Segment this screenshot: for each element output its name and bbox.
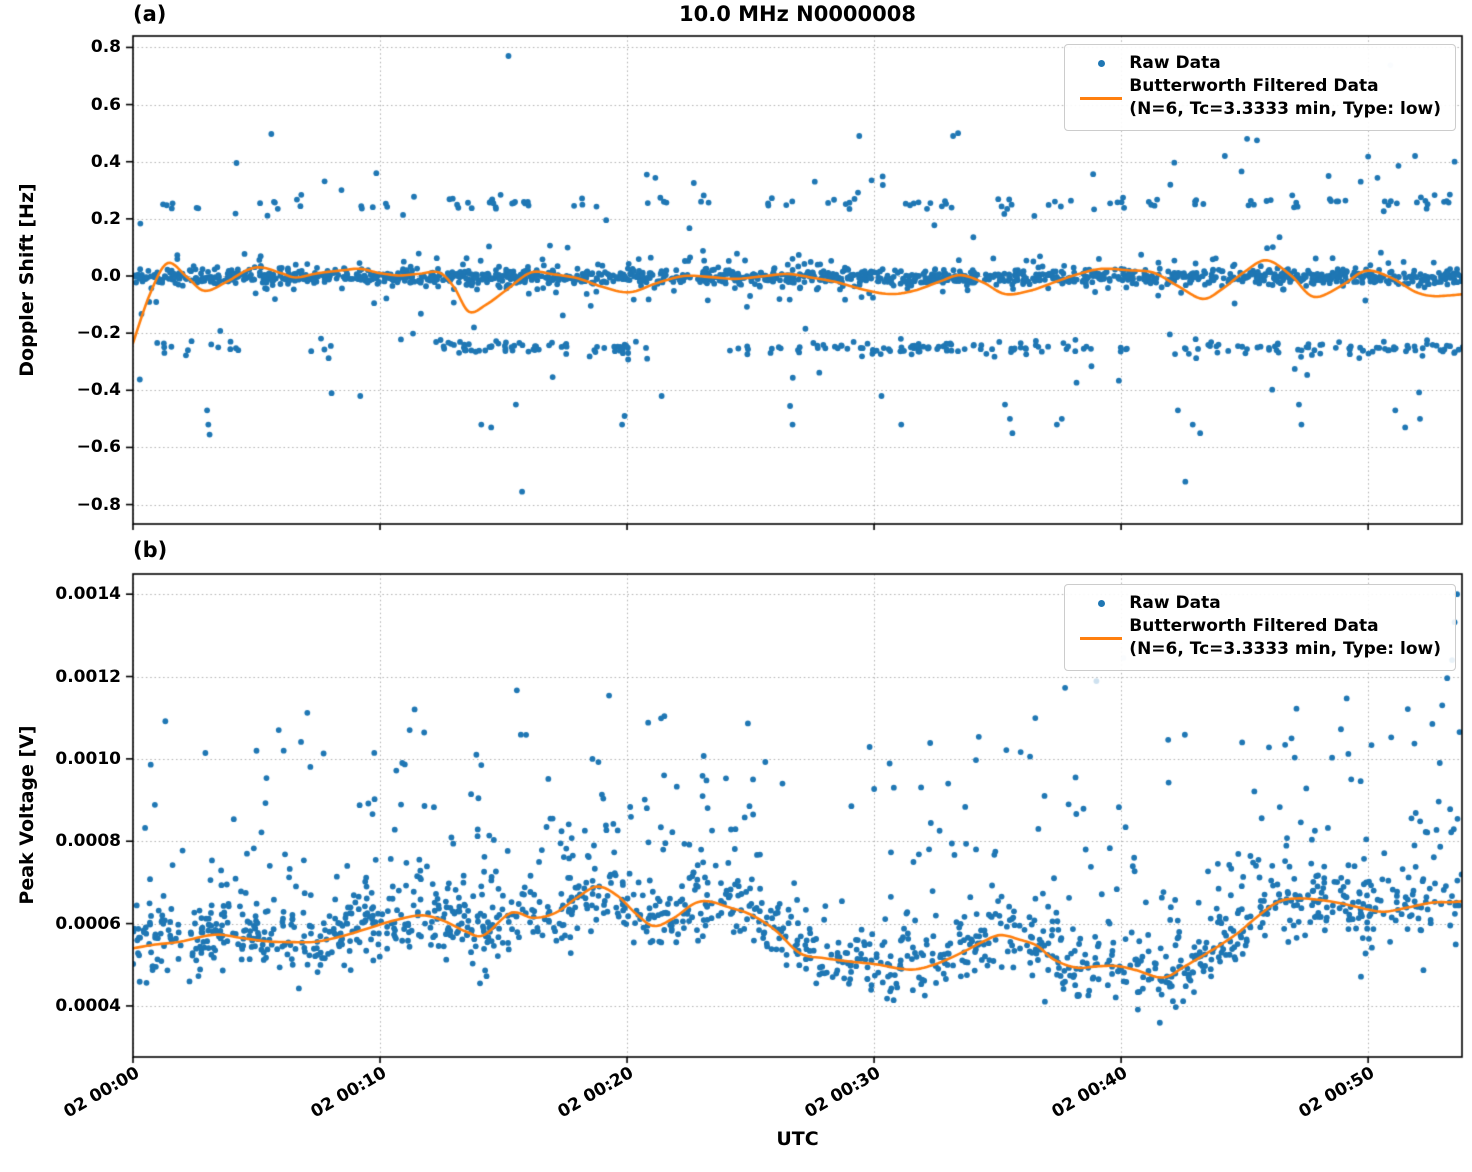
legend-entry-raw-data: Raw Data bbox=[1073, 592, 1441, 615]
panel-a-y-tick-label: −0.4 bbox=[76, 380, 121, 401]
panel-b-y-tick-label: 0.0014 bbox=[55, 584, 121, 605]
filtered-line-marker-icon bbox=[1073, 96, 1129, 100]
panel-b-y-tick-label: 0.0006 bbox=[55, 913, 121, 934]
legend-raw-label: Raw Data bbox=[1129, 593, 1221, 613]
legend-filtered-line2: (N=6, Tc=3.3333 min, Type: low) bbox=[1129, 99, 1441, 119]
panel-a-y-tick-label: −0.8 bbox=[76, 494, 121, 515]
x-axis-label: UTC bbox=[776, 1128, 819, 1150]
legend-entry-filtered-data: Butterworth Filtered Data (N=6, Tc=3.333… bbox=[1073, 615, 1441, 661]
panel-b-label: (b) bbox=[133, 538, 168, 562]
legend-filtered-line2: (N=6, Tc=3.3333 min, Type: low) bbox=[1129, 639, 1441, 659]
legend-filtered-label: Butterworth Filtered Data (N=6, Tc=3.333… bbox=[1129, 75, 1441, 121]
filtered-line-marker-icon bbox=[1073, 636, 1129, 640]
panel-a-y-tick-label: −0.6 bbox=[76, 437, 121, 458]
raw-data-marker-icon bbox=[1073, 60, 1129, 67]
legend-entry-raw-data: Raw Data bbox=[1073, 52, 1441, 75]
panel-b-y-tick-label: 0.0012 bbox=[55, 666, 121, 687]
panel-b-legend: Raw Data Butterworth Filtered Data (N=6,… bbox=[1064, 584, 1456, 671]
legend-entry-filtered-data: Butterworth Filtered Data (N=6, Tc=3.333… bbox=[1073, 75, 1441, 121]
legend-filtered-label: Butterworth Filtered Data (N=6, Tc=3.333… bbox=[1129, 615, 1441, 661]
legend-filtered-line1: Butterworth Filtered Data bbox=[1129, 616, 1379, 636]
panel-b-y-tick-label: 0.0008 bbox=[55, 831, 121, 852]
panel-a-y-tick-label: 0.4 bbox=[90, 151, 121, 172]
panel-b-y-tick-label: 0.0004 bbox=[55, 995, 121, 1016]
panel-b-y-tick-label: 0.0010 bbox=[55, 748, 121, 769]
panel-a-y-tick-label: 0.2 bbox=[90, 208, 121, 229]
panel-a-y-tick-label: −0.2 bbox=[76, 323, 121, 344]
legend-raw-label: Raw Data bbox=[1129, 53, 1221, 73]
panel-a-y-tick-label: 0.6 bbox=[90, 94, 121, 115]
panel-a-legend: Raw Data Butterworth Filtered Data (N=6,… bbox=[1064, 44, 1456, 131]
legend-filtered-line1: Butterworth Filtered Data bbox=[1129, 76, 1379, 96]
panel-a-y-tick-label: 0.0 bbox=[90, 266, 121, 286]
raw-data-marker-icon bbox=[1073, 600, 1129, 607]
panel-a-y-tick-label: 0.8 bbox=[90, 37, 121, 58]
panel-a-label: (a) bbox=[133, 2, 167, 26]
figure-title: 10.0 MHz N0000008 bbox=[679, 2, 916, 26]
